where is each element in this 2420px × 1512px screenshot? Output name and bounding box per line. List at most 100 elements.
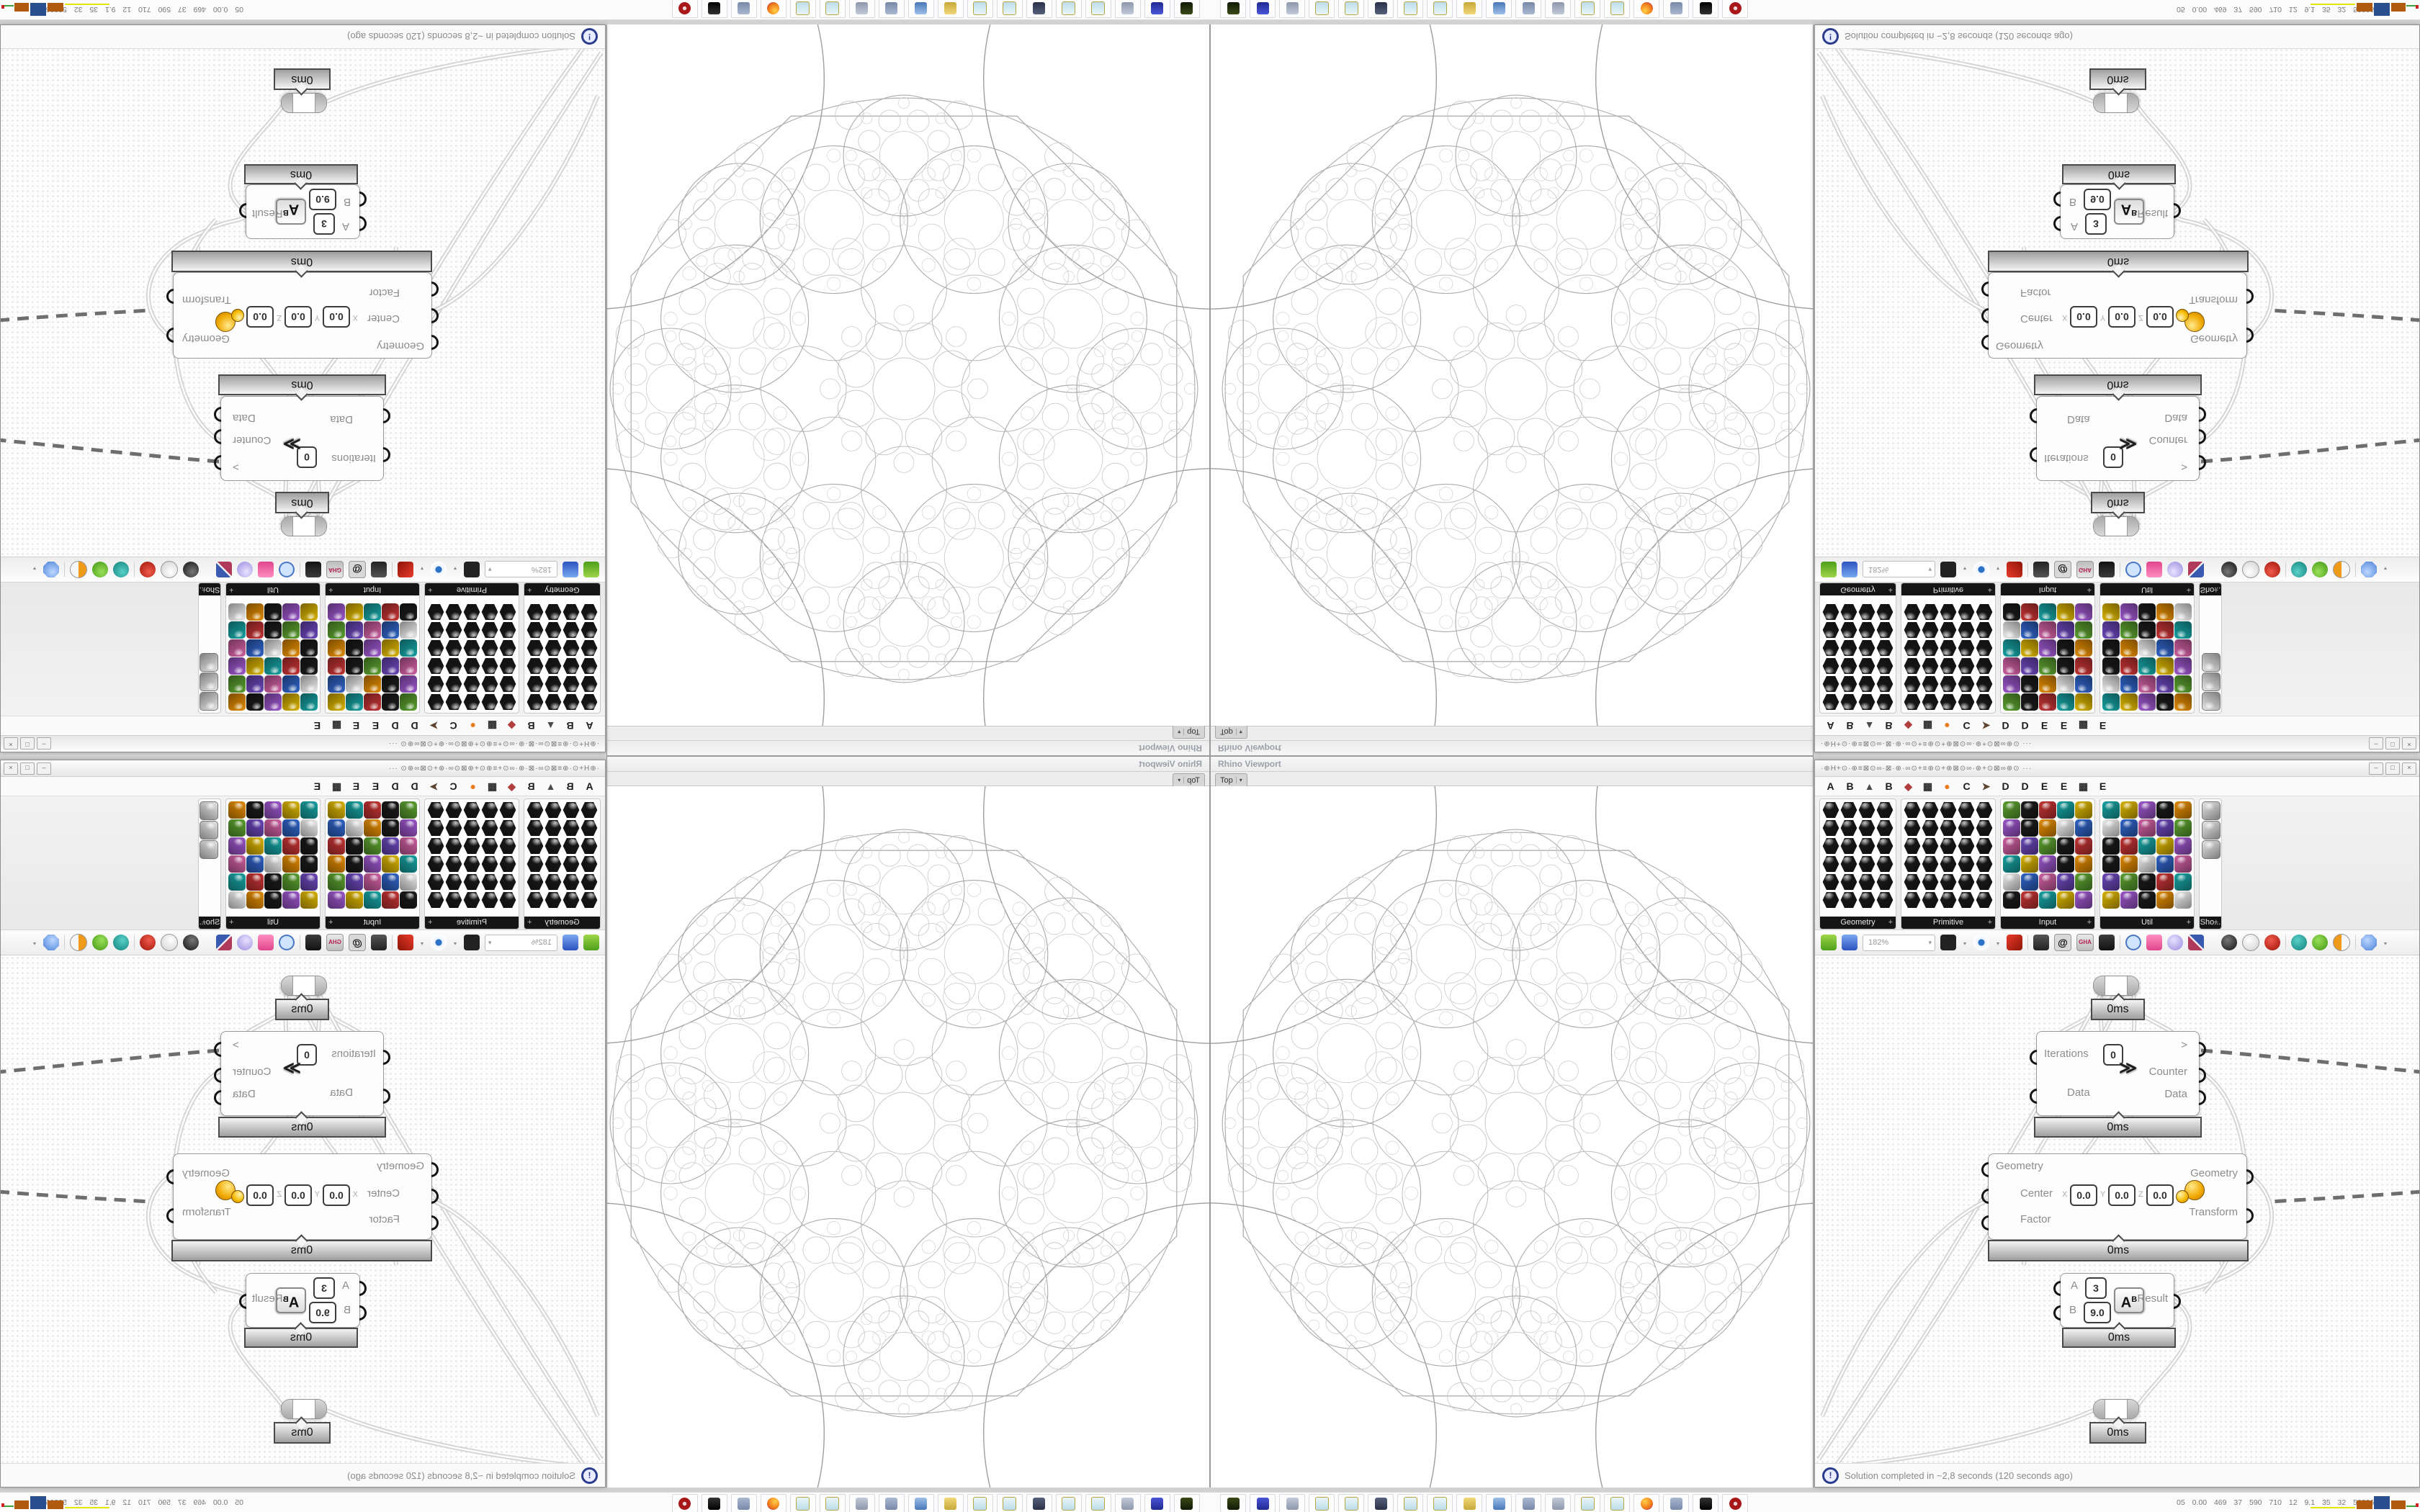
capsule-output-grip[interactable] <box>2127 1400 2138 1418</box>
category-tab[interactable]: E <box>2060 780 2068 792</box>
component-icon[interactable] <box>1940 675 1957 693</box>
category-tab[interactable]: ▦ <box>487 720 498 732</box>
component-icon[interactable] <box>463 693 480 711</box>
cylinder-red-icon[interactable] <box>140 562 156 577</box>
component-icon[interactable] <box>1840 819 1857 837</box>
component-icon[interactable] <box>2039 657 2056 675</box>
chevron-down-icon[interactable]: ▾ <box>1963 940 1966 947</box>
component-icon[interactable] <box>346 639 363 657</box>
iterations-input-grip[interactable] <box>2030 447 2045 462</box>
component-icon[interactable] <box>2138 657 2156 675</box>
component-icon[interactable] <box>2057 891 2074 909</box>
component-icon[interactable] <box>1822 693 1839 711</box>
component-icon[interactable] <box>246 639 264 657</box>
component-icon[interactable] <box>1858 873 1876 891</box>
sphere-orange-icon[interactable] <box>2333 561 2350 578</box>
component-icon[interactable] <box>1940 819 1957 837</box>
component-icon[interactable] <box>264 819 282 837</box>
component-icon[interactable] <box>382 657 399 675</box>
board-icon[interactable] <box>2099 562 2115 577</box>
component-icon[interactable] <box>2120 837 2138 855</box>
b-value-box[interactable]: 9.0 <box>2084 189 2111 210</box>
component-icon[interactable] <box>2174 873 2192 891</box>
loop-output-grip[interactable] <box>2191 455 2206 470</box>
category-tab[interactable]: ▦ <box>1922 720 1933 732</box>
taskbar-item-notepad[interactable] <box>997 1494 1023 1512</box>
taskbar-item-notepad[interactable] <box>820 0 846 18</box>
taskbar-item-folder-yellow[interactable] <box>938 0 964 18</box>
component-icon[interactable] <box>282 621 300 639</box>
close-button[interactable]: × <box>2402 762 2416 775</box>
pin-teal-icon[interactable] <box>2291 935 2307 950</box>
component-icon[interactable] <box>2039 621 2056 639</box>
component-icon[interactable] <box>346 693 363 711</box>
component-icon[interactable] <box>1922 855 1939 873</box>
magnifier-s-icon[interactable] <box>279 935 295 950</box>
component-icon[interactable] <box>364 657 381 675</box>
component-icon[interactable] <box>544 819 562 837</box>
taskbar-item-gear-red[interactable] <box>1722 0 1748 18</box>
component-icon[interactable] <box>400 837 417 855</box>
cylinder-red-icon[interactable] <box>2264 562 2280 577</box>
b-value-box[interactable]: 9.0 <box>309 189 336 210</box>
component-icon[interactable] <box>1958 891 1975 909</box>
component-icon[interactable] <box>1876 657 1894 675</box>
component-icon[interactable] <box>400 873 417 891</box>
grasshopper-canvas[interactable]: 0ms > Iterations 0 ≫ Counter Data Data <box>1815 955 2419 1463</box>
component-icon[interactable] <box>2138 873 2156 891</box>
category-tab[interactable]: ▲ <box>545 780 556 792</box>
component-icon[interactable] <box>2102 603 2120 621</box>
component-icon[interactable] <box>1940 639 1957 657</box>
taskbar-item-firefox[interactable] <box>761 1494 786 1512</box>
grasshopper-title-bar[interactable]: ·⊕H+⊙·⊕≡⊠⊙∞·⊠·⊕·∞⊙+≡⊕⊙+⊕⊠⊙∞·⊕+⊙⊠∞⊕⊙ ··· … <box>1 735 605 752</box>
component-icon[interactable] <box>481 675 498 693</box>
component-icon[interactable] <box>328 819 345 837</box>
category-tab[interactable]: ▲ <box>1864 780 1875 792</box>
component-icon[interactable] <box>1904 603 1921 621</box>
octagon-blue-icon[interactable] <box>43 935 59 950</box>
component-icon[interactable] <box>481 891 498 909</box>
taskbar-item-firefox[interactable] <box>1634 0 1659 18</box>
taskbar-item-notepad[interactable] <box>1427 0 1453 18</box>
minimize-button[interactable]: – <box>37 737 51 750</box>
transform-output-grip[interactable] <box>2246 1208 2254 1223</box>
taskbar-item-folder-yellow[interactable] <box>1456 1494 1482 1512</box>
transform-output-grip[interactable] <box>2238 289 2254 304</box>
panel-caption[interactable]: Geometry + <box>524 583 600 595</box>
category-tab[interactable]: ● <box>470 780 476 792</box>
component-icon[interactable] <box>2156 693 2174 711</box>
component-icon[interactable] <box>228 837 246 855</box>
component-icon[interactable] <box>563 855 580 873</box>
component-icon[interactable] <box>581 639 598 657</box>
component-icon[interactable] <box>400 855 417 873</box>
category-tab[interactable]: ● <box>1944 720 1950 732</box>
chevron-down-icon[interactable]: ▾ <box>2383 940 2387 947</box>
taskbar-item-monitor-blue[interactable] <box>908 0 934 18</box>
component-icon[interactable] <box>1904 873 1921 891</box>
center-y-box[interactable]: 0.0 <box>284 1184 312 1206</box>
component-icon[interactable] <box>346 675 363 693</box>
component-icon[interactable] <box>2039 639 2056 657</box>
canvas-zoom-input[interactable]: 182% <box>1863 561 1935 578</box>
taskbar-item-printer[interactable] <box>1115 1494 1141 1512</box>
component-icon[interactable] <box>2021 837 2038 855</box>
component-icon[interactable] <box>2120 891 2138 909</box>
component-icon[interactable] <box>463 819 480 837</box>
component-icon[interactable] <box>1922 639 1939 657</box>
disc-black-icon[interactable] <box>2221 562 2237 577</box>
scale-component[interactable]: Geometry Geometry Center X 0.0 Y 0.0 Z 0… <box>173 272 432 359</box>
component-icon[interactable] <box>499 855 516 873</box>
component-icon[interactable] <box>2156 891 2174 909</box>
zoom-extents-icon[interactable] <box>1940 562 1956 577</box>
maximize-button[interactable]: □ <box>2385 737 2400 750</box>
taskbar-item-folder-yellow[interactable] <box>938 1494 964 1512</box>
component-icon[interactable] <box>463 891 480 909</box>
component-icon[interactable] <box>463 639 480 657</box>
component-icon[interactable] <box>1958 693 1975 711</box>
taskbar-item-printer[interactable] <box>1115 0 1141 18</box>
zoom-extents-icon[interactable] <box>464 562 480 577</box>
sketch-pen-icon[interactable] <box>2007 935 2022 950</box>
panel-caption[interactable]: Input + <box>326 583 419 595</box>
projector-icon[interactable] <box>371 935 387 950</box>
data-output-grip[interactable] <box>2191 407 2206 422</box>
